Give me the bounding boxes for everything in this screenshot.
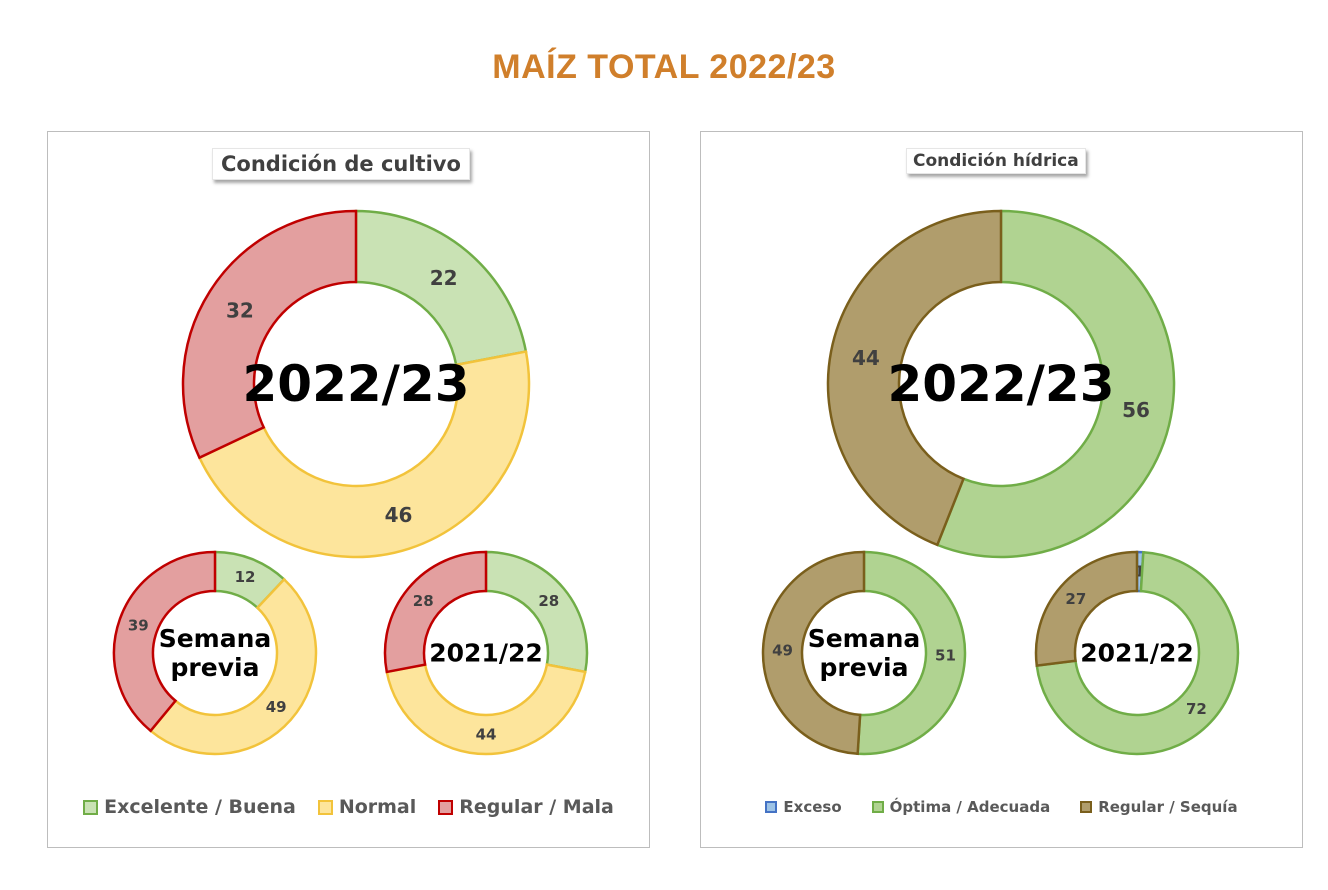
donut-slice-regular-sequia (826, 209, 1003, 547)
data-label-normal: 49 (266, 698, 287, 716)
donut-slice-regular-mala (112, 550, 217, 733)
crop-condition-panel: 22 46 32 2022/23 12 49 39 Semana previa 28 44 28 202… (47, 131, 650, 848)
donut-slice-normal (385, 663, 587, 756)
donut-semana-previa: 12 49 39 Semana previa (112, 550, 318, 756)
data-label-regular-mala: 39 (128, 616, 149, 634)
donut-slice-normal (148, 577, 318, 756)
donut-slice-excelente-buena (354, 209, 528, 367)
data-label-regular-sequia: 27 (1065, 590, 1086, 608)
legend-label: Regular / Sequía (1098, 798, 1238, 816)
legend-swatch (438, 799, 454, 815)
legend-swatch (1080, 801, 1093, 813)
data-label-regular-mala: 32 (226, 298, 254, 322)
donut-slice-optima-adecuada (1035, 550, 1240, 756)
legend-swatch (317, 799, 333, 815)
donut-slice-optima-adecuada (856, 550, 967, 756)
donut-slice-regular-mala (383, 550, 488, 674)
data-label-normal: 44 (476, 726, 497, 744)
legend-label: Normal (338, 796, 417, 818)
donut-slice-optima-adecuada (935, 209, 1176, 559)
legend-item-regular-sequia: Regular / Sequía (1080, 798, 1238, 816)
data-label-excelente-buena: 22 (430, 266, 458, 290)
crop-condition-donuts: 22 46 32 2022/23 12 49 39 Semana previa 28 44 28 202… (112, 209, 589, 756)
data-label-regular-sequia: 49 (772, 641, 793, 659)
donut-center-label: Semana previa (159, 624, 272, 682)
legend-label: Regular / Mala (459, 796, 614, 818)
water-condition-panel: -56442022/23-5149Semanaprevia172272021/2… (700, 131, 1303, 848)
donut-slice-regular-sequia (761, 550, 866, 756)
legend-swatch (765, 801, 778, 813)
data-label-excelente-buena: 12 (235, 568, 256, 586)
legend-item-regular-mala: Regular / Mala (438, 796, 614, 818)
data-label-exceso: 1 (1134, 563, 1144, 581)
data-label-optima-adecuada: 56 (1122, 398, 1150, 422)
water-condition-title: Condición hídrica (906, 148, 1086, 174)
legend-swatch (871, 801, 884, 813)
legend-swatch (83, 799, 99, 815)
crop-condition-legend: Excelente / Buena Normal Regular / Mala (48, 796, 649, 818)
legend-label: Exceso (783, 798, 842, 816)
legend-item-normal: Normal (317, 796, 417, 818)
data-label-normal: 46 (385, 503, 413, 527)
data-label-optima-adecuada: 51 (935, 647, 956, 665)
donut-slice-normal (197, 350, 531, 559)
data-label-optima-adecuada: 72 (1186, 700, 1207, 718)
data-label-regular-mala: 28 (413, 592, 434, 610)
donut-center-label: Semana previa (808, 624, 921, 682)
donut-2022-23: 22 46 32 2022/23 (181, 209, 531, 559)
donut-center-label: 2022/23 (242, 355, 469, 413)
page-title: MAÍZ TOTAL 2022/23 (492, 48, 836, 86)
water-condition-donuts: -56442022/23-5149Semanaprevia172272021/2… (761, 209, 1240, 756)
donut-slice-excelente-buena (484, 550, 589, 674)
data-label-regular-sequia: 44 (852, 346, 880, 370)
donut-slice-regular-sequia (1034, 550, 1139, 668)
water-condition-legend: Exceso Óptima / Adecuada Regular / Sequí… (701, 798, 1302, 816)
donut-center-label: 2022/23 (887, 355, 1114, 413)
legend-label: Excelente / Buena (104, 796, 296, 818)
donut-2021-22: 28 44 28 2021/22 (383, 550, 589, 756)
donut-2021-22: 1 72 27 2021/22 (1034, 550, 1240, 756)
legend-item-optima-adecuada: Óptima / Adecuada (871, 798, 1051, 816)
legend-label: Óptima / Adecuada (889, 798, 1051, 816)
legend-item-excelente-buena: Excelente / Buena (83, 796, 296, 818)
donut-slice-regular-mala (181, 209, 358, 460)
data-label-excelente-buena: 28 (538, 592, 559, 610)
legend-item-exceso: Exceso (765, 798, 842, 816)
donut-center-label: 2021/22 (1080, 639, 1194, 668)
crop-condition-title: Condición de cultivo (212, 148, 470, 180)
donut-center-label: 2021/22 (429, 639, 543, 668)
